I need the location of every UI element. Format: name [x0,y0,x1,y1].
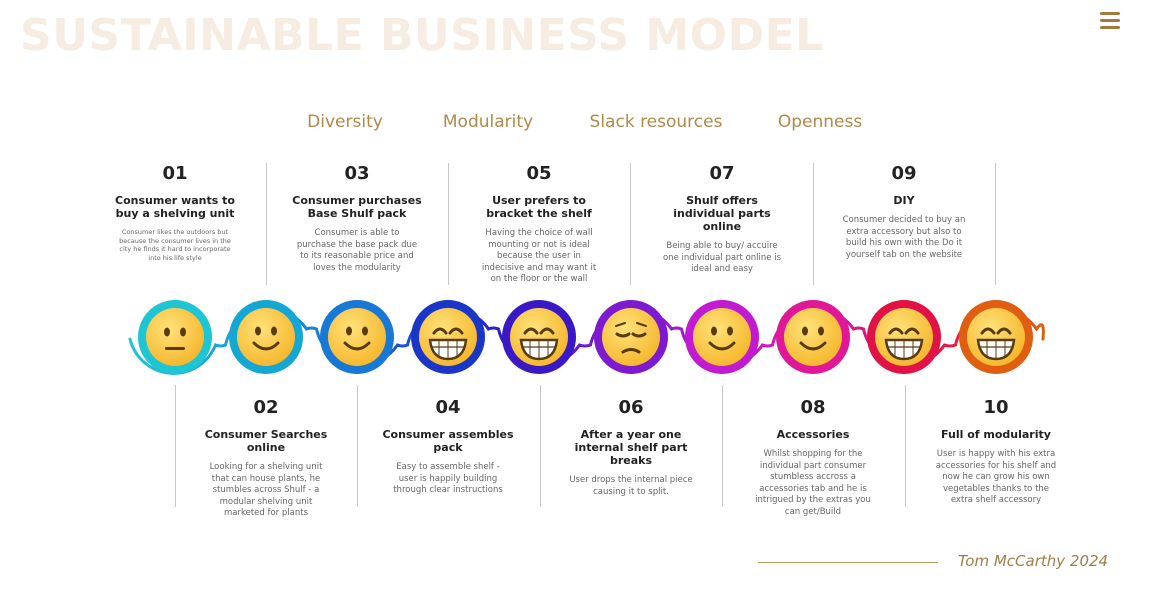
step-description: Easy to assemble shelf - user is happily… [393,462,503,495]
step-title: Consumer Searches online [204,428,328,454]
timeline-step-09: 09 DIY Consumer decided to buy an extra ac… [824,163,984,261]
connector-line [175,385,176,507]
connector-line [995,163,996,285]
step-number: 03 [344,163,370,184]
grinning-face-icon [966,307,1026,367]
timeline-step-01: 01 Consumer wants to buy a shelving unit C… [95,163,255,262]
step-number: 01 [162,163,188,184]
step-description: Looking for a shelving unit that can hou… [209,462,323,518]
grinning-face-icon [509,307,569,367]
timeline-step-05: 05 User prefers to bracket the shelf Havin… [459,163,619,286]
step-title: Consumer purchases Base Shulf pack [292,194,422,220]
step-description: Consumer is able to purchase the base pa… [296,228,418,273]
step-description: Having the choice of wall mounting or no… [481,228,597,284]
grinning-face-icon [874,307,934,367]
step-number: 06 [618,397,644,418]
connector-line [357,385,358,507]
step-number: 09 [891,163,917,184]
timeline-step-06: 06 After a year one internal shelf part b… [551,397,711,498]
signature: Tom McCarthy 2024 [958,552,1109,570]
step-number: 07 [709,163,735,184]
category-diversity: Diversity [307,112,383,132]
step-title: After a year one internal shelf part bre… [574,428,688,467]
step-title: Accessories [776,428,850,441]
category-openness: Openness [777,112,863,132]
signature-line [758,562,938,563]
step-description: User is happy with his extra accessories… [935,449,1057,505]
smiling-face-icon [783,307,843,367]
step-title: Consumer wants to buy a shelving unit [115,194,235,220]
step-number: 10 [983,397,1009,418]
connector-line [448,163,449,285]
sad-face-icon [601,307,661,367]
step-description: User drops the internal piece causing it… [569,475,693,497]
step-title: User prefers to bracket the shelf [486,194,592,220]
step-description: Whilst shopping for the individual part … [755,449,871,517]
step-title: Full of modularity [941,428,1051,441]
timeline-step-02: 02 Consumer Searches online Looking for a … [186,397,346,520]
timeline-step-04: 04 Consumer assembles pack Easy to assembl… [368,397,528,497]
connector-line [266,163,267,285]
connector-line [813,163,814,285]
grinning-face-icon [418,307,478,367]
step-description: Consumer decided to buy an extra accesso… [842,215,966,260]
smiling-face-icon [692,307,752,367]
step-description: Being able to buy/ accuire one individua… [662,241,782,274]
step-number: 02 [253,397,279,418]
step-title: Shulf offers individual parts online [673,194,771,233]
step-title: Consumer assembles pack [382,428,514,454]
step-title: DIY [893,194,915,207]
smiling-face-icon [327,307,387,367]
menu-icon[interactable] [1100,12,1122,30]
timeline-step-03: 03 Consumer purchases Base Shulf pack Cons… [277,163,437,274]
timeline-step-07: 07 Shulf offers individual parts online Be… [642,163,802,276]
category-slack-resources: Slack resources [589,112,723,132]
step-number: 04 [435,397,461,418]
step-number: 08 [800,397,826,418]
step-number: 05 [526,163,552,184]
category-modularity: Modularity [442,112,534,132]
connector-line [905,385,906,507]
smiling-face-icon [236,307,296,367]
timeline-step-10: 10 Full of modularity User is happy with h… [916,397,1076,507]
connector-line [722,385,723,507]
step-description: Consumer likes the outdoors but because … [119,228,231,262]
page-title: SUSTAINABLE BUSINESS MODEL [20,10,824,61]
connector-line [540,385,541,507]
neutral-face-icon [145,307,205,367]
timeline-step-08: 08 Accessories Whilst shopping for the ind… [733,397,893,518]
connector-line [630,163,631,285]
